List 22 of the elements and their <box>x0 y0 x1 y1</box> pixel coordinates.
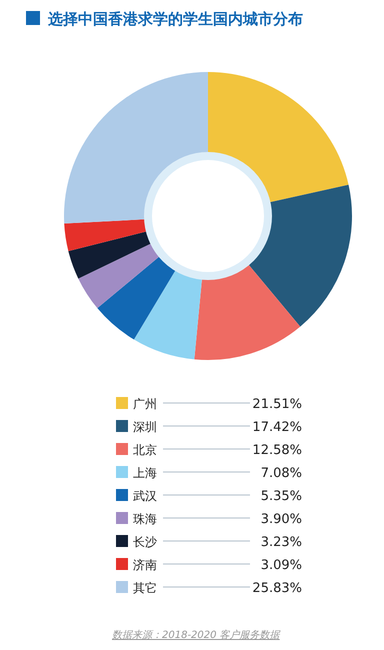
legend-label: 珠海 <box>133 512 157 526</box>
data-label: 5.35% <box>260 489 302 504</box>
data-label: 21.51% <box>252 397 302 412</box>
donut-slice <box>64 72 208 224</box>
data-label: 3.09% <box>260 558 302 573</box>
donut-slice <box>208 72 349 204</box>
legend-label: 上海 <box>133 466 157 480</box>
data-label: 17.42% <box>252 420 302 435</box>
source-note: 数据来源：2018-2020 客户服务数据 <box>112 629 281 641</box>
data-label: 7.08% <box>260 466 302 481</box>
legend-label: 武汉 <box>133 489 157 503</box>
legend-label: 长沙 <box>133 535 157 549</box>
legend-label: 北京 <box>133 443 157 457</box>
legend-label: 深圳 <box>133 420 157 434</box>
data-label: 25.83% <box>252 581 302 596</box>
data-label: 12.58% <box>252 443 302 458</box>
legend-label: 其它 <box>133 581 157 595</box>
legend-label: 广州 <box>133 397 157 411</box>
legend-label: 济南 <box>133 558 157 572</box>
data-label: 3.23% <box>260 535 302 550</box>
data-label: 3.90% <box>260 512 302 527</box>
chart-title: 选择中国香港求学的学生国内城市分布 <box>47 10 303 28</box>
